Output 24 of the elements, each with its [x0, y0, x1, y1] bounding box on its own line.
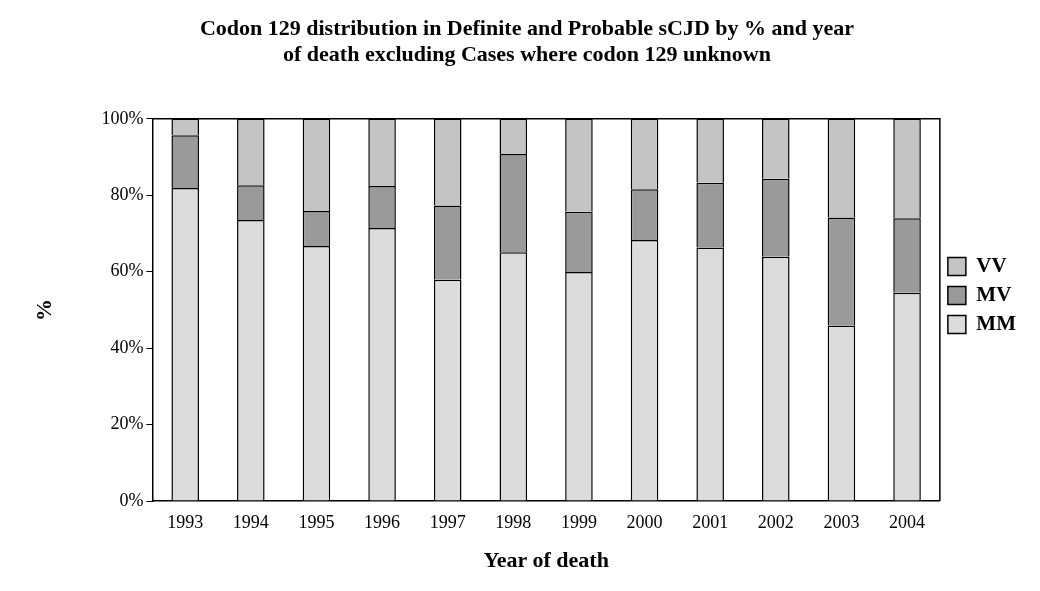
y-tick-label: 100% [101, 107, 144, 128]
y-tick-label: 20% [110, 413, 144, 434]
chart-title: Codon 129 distribution in Definite and Probable sCJD by % and year of death excluding Cases where codon 129 unknown [199, 14, 855, 67]
x-tick-label: 1997 [429, 511, 466, 532]
x-tick-label: 2002 [757, 511, 794, 532]
x-tick-label: 2000 [626, 511, 663, 532]
x-tick-label: 1993 [167, 511, 204, 532]
x-tick-label: 2001 [692, 511, 729, 532]
x-tick-label: 1996 [364, 511, 401, 532]
legend-label: MV [976, 281, 1012, 306]
x-tick-label: 2004 [889, 511, 926, 532]
x-tick-label: 1998 [495, 511, 532, 532]
y-tick-label: 60% [110, 260, 144, 281]
y-axis-title: % [30, 298, 56, 321]
x-tick-label: 1995 [298, 511, 335, 532]
x-tick-label: 1994 [232, 511, 269, 532]
y-tick-label: 80% [110, 183, 144, 204]
legend-label: MM [976, 310, 1017, 335]
x-tick-label: 2003 [823, 511, 860, 532]
x-axis-title: Year of death [483, 547, 609, 573]
x-tick-label: 1999 [560, 511, 597, 532]
y-tick-label: 40% [110, 336, 144, 357]
y-tick-label: 0% [119, 489, 144, 510]
legend-label: VV [976, 252, 1007, 277]
